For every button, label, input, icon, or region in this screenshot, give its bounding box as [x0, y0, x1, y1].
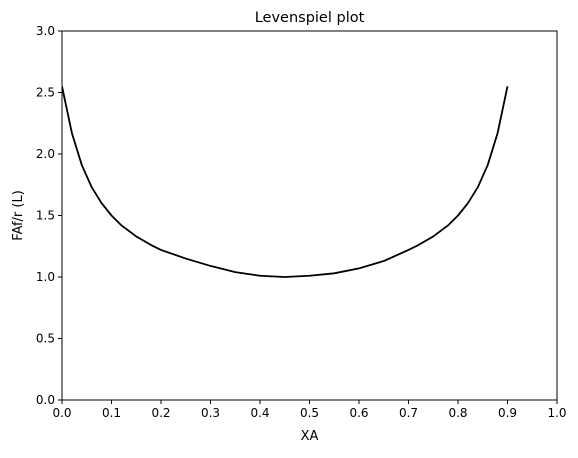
- x-tick-label: 0.0: [52, 406, 71, 420]
- plot-area: [61, 30, 558, 401]
- x-axis-ticks: 0.0 0.1 0.2 0.3 0.4 0.5 0.6 0.7 0.8 0.9 1.0: [52, 400, 567, 420]
- y-tick-label: 0.0: [36, 393, 55, 407]
- x-tick-label: 0.4: [250, 406, 269, 420]
- axes-frame: [61, 30, 558, 401]
- x-tick-label: 0.8: [448, 406, 467, 420]
- x-tick-label: 0.2: [151, 406, 170, 420]
- x-tick-label: 0.9: [498, 406, 517, 420]
- chart-title: Levenspiel plot: [255, 10, 365, 26]
- x-axis-label: XA: [301, 429, 319, 444]
- x-tick-label: 0.3: [201, 406, 220, 420]
- x-tick-label: 0.6: [349, 406, 368, 420]
- y-tick-label: 3.0: [36, 24, 55, 38]
- series-line-0: [62, 86, 509, 278]
- y-tick-label: 2.5: [36, 86, 55, 100]
- y-tick-label: 1.0: [36, 270, 55, 284]
- y-tick-label: 0.5: [36, 332, 55, 346]
- y-axis-label: FAf/r (L): [11, 190, 26, 241]
- y-axis-ticks: 0.0 0.5 1.0 1.5 2.0 2.5 3.0: [36, 24, 62, 407]
- x-tick-label: 0.5: [300, 406, 319, 420]
- x-tick-label: 0.1: [102, 406, 121, 420]
- x-tick-label: 0.7: [399, 406, 418, 420]
- x-tick-label: 1.0: [547, 406, 566, 420]
- y-tick-label: 1.5: [36, 209, 55, 223]
- y-tick-label: 2.0: [36, 147, 55, 161]
